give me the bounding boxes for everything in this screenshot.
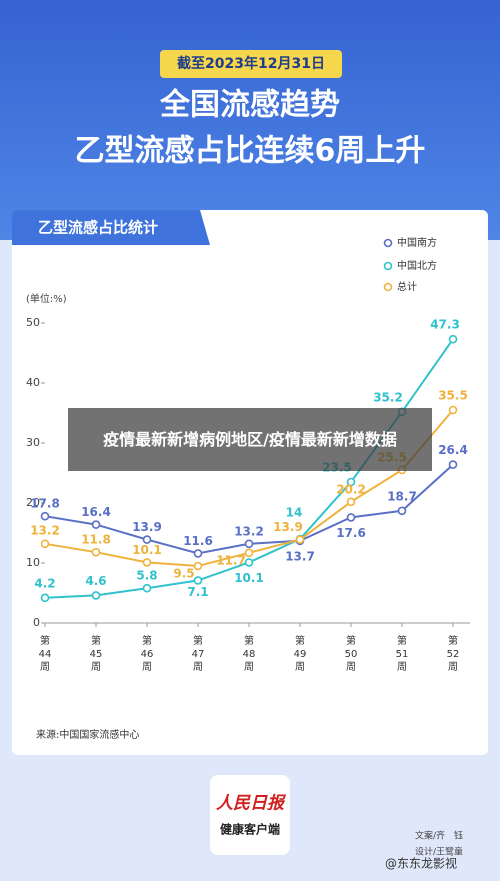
y-unit: (单位:%) [26,292,67,305]
point [40,593,50,603]
title-line: 全国流感趋势 [159,88,340,123]
data-label: 11.7 [216,553,246,567]
data-label: 13.9 [273,520,303,534]
credit: 文案/齐 钰 [415,830,463,842]
title-line: 乙型流感占比连续6周上升 [75,134,426,169]
point [346,513,356,522]
y-tick-label: 20 [26,496,40,509]
legend-marker [383,282,393,292]
data-label: 7.1 [187,585,208,599]
data-label: 5.8 [136,569,157,583]
x-tick-label: 第50周 [344,636,358,673]
data-label: 26.4 [438,443,468,457]
point [91,547,101,557]
data-label: 13.7 [285,549,315,563]
data-label: 13.9 [132,520,162,534]
source: 来源:中国国家流感中心 [36,728,139,741]
data-label: 11.6 [183,534,213,548]
data-label: 14 [286,506,303,520]
logo-brand: 人民日报 [216,794,287,814]
data-label: 11.8 [81,533,111,547]
legend-label: 中国南方 [397,236,437,249]
date-tag-text: 截至2023年12月31日 [177,55,325,72]
point [40,539,50,549]
data-label: 4.2 [34,576,55,590]
point [244,539,254,549]
y-tick-label: 40 [26,376,40,389]
point [244,558,254,567]
point [346,497,356,507]
point [397,506,407,516]
legend-marker [383,238,393,248]
point [448,334,458,344]
data-label: 17.8 [30,497,60,511]
point [142,535,152,544]
x-tick-label: 第46周 [140,636,154,673]
data-label: 4.6 [85,574,106,588]
data-label: 9.5 [173,567,194,581]
card-tab [12,210,210,245]
data-label: 13.2 [30,523,60,537]
point [295,535,305,544]
x-tick-label: 第48周 [242,636,256,673]
data-label: 35.5 [438,389,468,403]
watermark: @东东龙影视 [385,856,457,871]
data-label: 20.2 [336,482,366,496]
logo-box [210,775,290,855]
y-tick-label: 50 [26,316,40,329]
x-tick-label: 第49周 [293,636,307,673]
point [193,576,203,585]
data-label: 47.3 [430,318,460,332]
legend-label: 中国北方 [397,259,437,272]
point [91,591,101,600]
data-label: 13.2 [234,524,264,538]
point [142,558,152,567]
x-tick-label: 第47周 [191,636,205,673]
legend-label: 总计 [397,280,417,293]
legend-marker [383,261,393,271]
logo-sub: 健康客户端 [220,822,280,837]
data-label: 10.1 [234,571,264,585]
x-tick-label: 第52周 [446,636,460,673]
card-title: 乙型流感占比统计 [38,219,158,237]
y-tick-label: 30 [26,436,40,449]
point [91,520,101,529]
data-label: 10.1 [132,543,162,557]
data-label: 17.6 [336,526,366,540]
data-label: 18.7 [387,489,417,503]
data-label: 16.4 [81,505,111,519]
point [40,511,50,521]
header-bg [0,0,500,240]
point [193,549,203,558]
point [448,405,458,415]
date-tag [160,50,342,78]
y-tick-label: 0 [33,616,40,629]
x-tick-label: 第44周 [38,636,52,673]
overlay-caption: 疫情最新新增病例地区/疫情最新新增数据 [68,408,432,471]
data-label: 35.2 [373,390,403,404]
credit: 设计/王鹭童 [415,846,463,858]
x-tick-label: 第51周 [395,636,409,673]
x-tick-label: 第45周 [89,636,103,673]
card [12,210,488,755]
point [346,477,356,487]
y-tick-label: 10 [26,556,40,569]
point [244,548,254,558]
point [193,561,203,571]
point [142,583,152,593]
point [448,460,458,469]
